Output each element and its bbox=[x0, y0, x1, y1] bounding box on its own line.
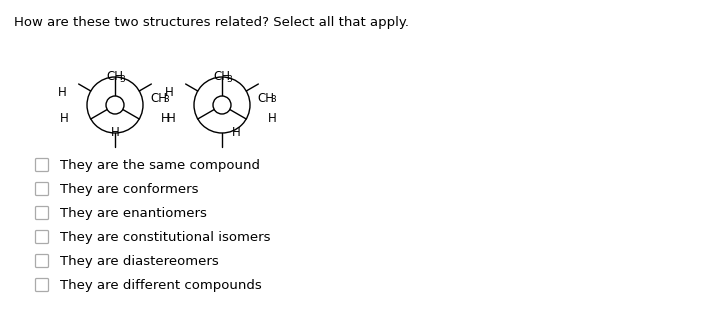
Text: CH: CH bbox=[106, 71, 123, 84]
Text: CH: CH bbox=[213, 71, 230, 84]
Text: They are diastereomers: They are diastereomers bbox=[60, 254, 219, 267]
Circle shape bbox=[213, 96, 231, 114]
Text: CH: CH bbox=[258, 92, 275, 105]
Text: They are enantiomers: They are enantiomers bbox=[60, 206, 207, 219]
Circle shape bbox=[106, 96, 124, 114]
Text: H: H bbox=[168, 112, 176, 125]
Text: 3: 3 bbox=[163, 95, 169, 105]
Text: H: H bbox=[61, 112, 69, 125]
Text: H: H bbox=[58, 86, 67, 99]
Text: How are these two structures related? Select all that apply.: How are these two structures related? Se… bbox=[14, 16, 409, 29]
Text: H: H bbox=[165, 86, 174, 99]
Text: H: H bbox=[232, 127, 240, 140]
Text: They are the same compound: They are the same compound bbox=[60, 158, 260, 171]
Text: H: H bbox=[161, 112, 170, 125]
Text: 3: 3 bbox=[226, 74, 232, 84]
Text: They are conformers: They are conformers bbox=[60, 183, 199, 196]
Text: They are constitutional isomers: They are constitutional isomers bbox=[60, 231, 270, 244]
Text: H: H bbox=[268, 112, 277, 125]
Text: 3: 3 bbox=[119, 74, 125, 84]
Text: 3: 3 bbox=[270, 95, 276, 105]
Text: H: H bbox=[111, 127, 120, 140]
Text: CH: CH bbox=[151, 92, 168, 105]
Text: They are different compounds: They are different compounds bbox=[60, 279, 262, 292]
